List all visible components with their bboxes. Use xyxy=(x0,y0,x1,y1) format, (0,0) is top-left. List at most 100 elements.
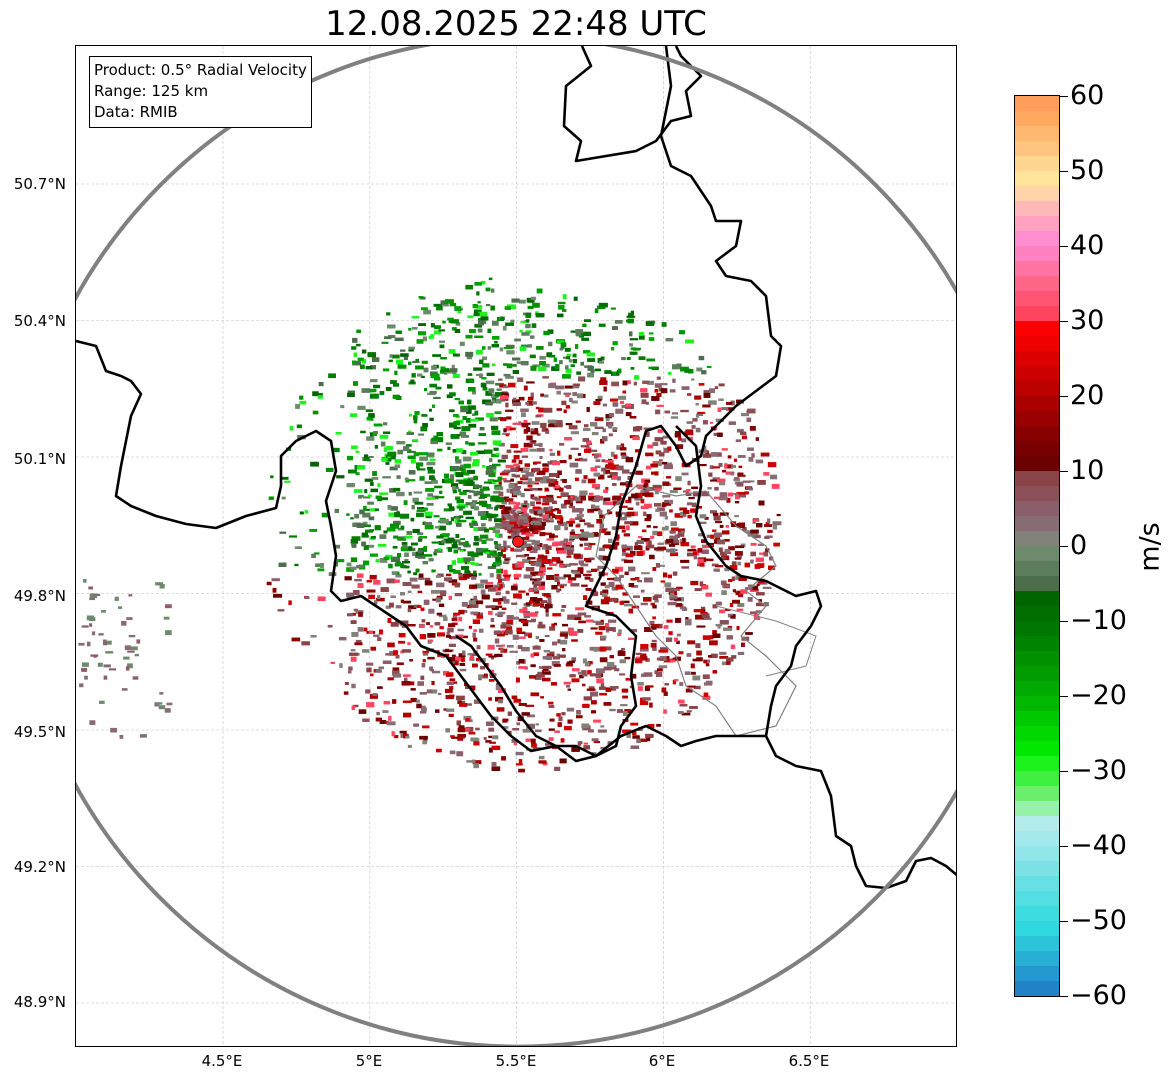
velocity-echo xyxy=(420,375,425,378)
velocity-echo xyxy=(639,648,649,652)
velocity-echo xyxy=(691,671,696,675)
radar-map[interactable] xyxy=(75,45,957,1047)
velocity-echo xyxy=(448,579,458,583)
velocity-echo xyxy=(592,499,600,502)
velocity-echo xyxy=(538,470,546,475)
velocity-echo xyxy=(708,388,716,394)
velocity-echo xyxy=(469,329,476,333)
velocity-echo xyxy=(641,399,647,405)
velocity-echo xyxy=(569,535,578,540)
velocity-echo xyxy=(473,309,482,314)
velocity-echo xyxy=(587,544,593,548)
velocity-echo xyxy=(358,611,363,617)
velocity-echo xyxy=(400,592,405,596)
velocity-echo xyxy=(455,522,462,527)
velocity-echo xyxy=(540,555,548,561)
velocity-echo xyxy=(679,704,688,707)
country-border xyxy=(562,46,703,163)
velocity-echo xyxy=(373,423,383,427)
velocity-echo xyxy=(731,561,737,567)
velocity-echo xyxy=(553,485,561,489)
velocity-echo xyxy=(636,484,645,488)
velocity-echo xyxy=(631,585,639,588)
velocity-echo xyxy=(563,409,567,414)
velocity-echo xyxy=(349,413,358,418)
velocity-echo xyxy=(465,502,474,506)
velocity-echo xyxy=(598,474,605,480)
velocity-echo xyxy=(572,508,581,513)
velocity-echo xyxy=(734,515,739,518)
velocity-echo xyxy=(403,500,408,506)
lat-tick-label: 49.2°N xyxy=(13,858,66,876)
velocity-echo xyxy=(701,539,708,543)
velocity-echo xyxy=(414,411,420,415)
velocity-echo xyxy=(700,521,707,525)
velocity-echo xyxy=(89,720,96,725)
velocity-echo xyxy=(357,465,366,470)
velocity-echo xyxy=(676,586,683,590)
velocity-echo xyxy=(568,454,572,460)
velocity-echo xyxy=(489,417,498,422)
velocity-echo xyxy=(524,463,530,467)
velocity-echo xyxy=(497,579,502,583)
velocity-echo xyxy=(473,475,478,481)
velocity-echo xyxy=(600,725,605,728)
velocity-echo xyxy=(91,631,96,636)
velocity-echo xyxy=(466,417,471,423)
velocity-echo xyxy=(702,674,710,679)
velocity-echo xyxy=(701,491,710,497)
velocity-echo xyxy=(512,397,517,401)
velocity-echo xyxy=(430,333,434,337)
velocity-echo xyxy=(481,523,486,527)
velocity-echo xyxy=(628,608,633,614)
velocity-echo xyxy=(575,496,581,502)
velocity-echo xyxy=(719,651,727,655)
velocity-echo xyxy=(513,548,523,552)
velocity-echo xyxy=(466,478,471,483)
velocity-echo xyxy=(388,512,396,517)
velocity-echo xyxy=(159,692,164,695)
velocity-echo xyxy=(661,504,667,507)
velocity-echo xyxy=(561,712,566,716)
velocity-echo xyxy=(469,522,479,527)
velocity-echo xyxy=(747,408,756,414)
velocity-echo xyxy=(531,743,537,748)
velocity-echo xyxy=(451,560,456,565)
velocity-echo xyxy=(612,501,621,505)
velocity-echo xyxy=(394,464,401,468)
velocity-echo xyxy=(726,661,731,665)
velocity-echo xyxy=(485,401,493,406)
velocity-echo xyxy=(493,479,502,482)
velocity-echo xyxy=(529,526,536,532)
velocity-echo xyxy=(548,701,554,705)
velocity-echo xyxy=(485,304,491,307)
velocity-echo xyxy=(741,642,745,647)
velocity-echo xyxy=(728,546,735,551)
velocity-echo xyxy=(477,328,483,333)
velocity-echo xyxy=(84,675,88,680)
velocity-echo xyxy=(596,518,603,524)
velocity-echo xyxy=(554,579,559,582)
velocity-echo xyxy=(392,394,400,399)
colorbar-segment xyxy=(1015,96,1059,112)
velocity-echo xyxy=(607,688,617,691)
velocity-echo xyxy=(561,565,567,568)
velocity-echo xyxy=(571,746,580,752)
velocity-echo xyxy=(615,584,624,590)
velocity-echo xyxy=(484,582,494,585)
velocity-echo xyxy=(363,627,368,632)
velocity-echo xyxy=(479,628,484,633)
velocity-echo xyxy=(487,328,492,334)
velocity-echo xyxy=(703,692,709,697)
velocity-echo xyxy=(706,365,712,369)
velocity-echo xyxy=(544,532,552,535)
velocity-echo xyxy=(531,540,540,545)
velocity-echo xyxy=(429,383,437,388)
velocity-echo xyxy=(102,639,107,644)
velocity-echo xyxy=(562,648,566,652)
velocity-echo xyxy=(398,640,406,644)
velocity-echo xyxy=(719,609,726,614)
velocity-echo xyxy=(570,447,579,450)
velocity-echo xyxy=(579,543,583,547)
velocity-echo xyxy=(712,512,719,516)
